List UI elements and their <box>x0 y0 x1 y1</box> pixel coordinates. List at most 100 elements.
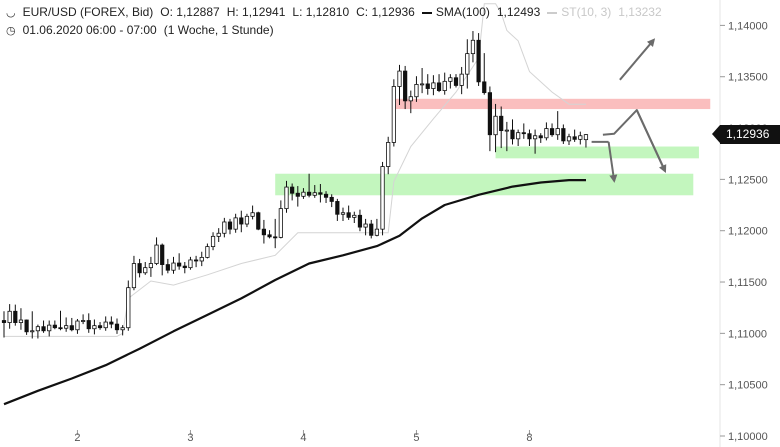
candle-body <box>131 263 137 289</box>
forecast-arrow <box>635 109 667 174</box>
current-price-tag: 1,12936 <box>712 125 780 145</box>
candle-body <box>41 326 46 332</box>
candle-body <box>459 73 464 86</box>
st-legend-swatch <box>547 11 558 14</box>
candle-body <box>346 212 351 218</box>
x-tick-label: 2 <box>74 432 80 444</box>
candle-body <box>369 223 374 236</box>
candles-layer <box>1 31 589 339</box>
candle-body <box>160 244 165 265</box>
close-value: C: 1,12936 <box>356 5 415 19</box>
candle-body <box>188 259 193 269</box>
candle-body <box>210 235 216 248</box>
candle-body <box>7 310 12 323</box>
candle-body <box>403 70 408 102</box>
candle-body <box>267 234 272 238</box>
x-tick-label: 4 <box>300 432 306 444</box>
candle-body <box>284 186 289 210</box>
candle-body <box>436 82 442 91</box>
candle-body <box>386 142 391 167</box>
candle-body <box>13 310 18 323</box>
forecast-arrow <box>607 141 618 183</box>
date-range: 01.06.2020 06:00 - 07:00 <box>22 23 157 37</box>
y-tick-label: 1,13500 <box>728 72 768 84</box>
x-tick-label: 8 <box>526 432 532 444</box>
candle-body <box>81 320 86 322</box>
candle-body <box>363 223 368 228</box>
candle-body <box>504 129 509 132</box>
candle-body <box>499 115 504 132</box>
candle-body <box>1 320 7 323</box>
st-label: ST(10, 3) <box>561 5 612 19</box>
candle-body <box>193 259 199 262</box>
candle-body <box>425 83 430 89</box>
candle-body <box>24 319 29 333</box>
y-tick-label: 1,12500 <box>728 174 768 186</box>
candle-body <box>544 128 549 139</box>
candle-body <box>380 166 385 230</box>
candle-body <box>239 217 244 225</box>
candle-body <box>126 287 131 329</box>
candle-body <box>419 83 425 86</box>
candle-body <box>171 262 176 271</box>
candle-body <box>290 186 295 194</box>
sma-layer <box>3 179 586 406</box>
timeframe: (1 Woche, 1 Stunde) <box>163 23 274 37</box>
sma-legend-swatch <box>421 11 432 14</box>
candle-body <box>261 228 267 236</box>
candle-body <box>442 80 447 91</box>
candle-body <box>64 325 69 329</box>
open-value: O: 1,12887 <box>160 5 220 19</box>
high-value: H: 1,12941 <box>226 5 286 19</box>
candle-body <box>35 326 41 332</box>
sma100-line <box>3 179 586 406</box>
low-value: L: 1,12810 <box>292 5 350 19</box>
supertrend-line <box>4 3 586 337</box>
y-tick-label: 1,10500 <box>728 380 768 392</box>
candle-body <box>583 134 589 141</box>
candle-body <box>216 232 221 237</box>
candle-body <box>470 39 476 55</box>
candle-body <box>533 135 538 140</box>
candle-body <box>52 324 57 329</box>
candle-body <box>549 128 555 136</box>
candle-body <box>182 265 187 269</box>
x-tick-label: 5 <box>413 432 419 444</box>
candle-body <box>312 192 317 196</box>
candle-body <box>205 246 210 258</box>
candle-body <box>335 201 340 215</box>
candle-body <box>374 228 380 236</box>
candle-body <box>527 133 532 140</box>
candle-body <box>448 77 453 82</box>
candle-body <box>143 267 148 274</box>
legend-row-time: ◷ 01.06.2020 06:00 - 07:00 (1 Woche, 1 Stu… <box>6 22 669 40</box>
y-tick-label: 1,11500 <box>728 277 767 289</box>
candle-body <box>572 136 577 140</box>
legend-row-ohlc: ◡ EUR/USD (FOREX, Bid) O: 1,12887 H: 1,1294… <box>6 4 669 22</box>
candlestick-icon: ◡ <box>6 7 16 19</box>
price-tag-pointer <box>712 125 720 144</box>
candle-body <box>521 132 526 135</box>
candle-body <box>476 39 481 83</box>
clock-icon: ◷ <box>6 25 16 37</box>
candle-body <box>323 193 329 198</box>
candle-body <box>114 323 120 331</box>
y-tick-label: 1,14000 <box>728 20 768 32</box>
candle-body <box>329 196 334 202</box>
candle-body <box>397 70 402 87</box>
candle-body <box>103 321 108 329</box>
candle-body <box>148 263 153 269</box>
candle-body <box>453 77 459 86</box>
support-zone <box>495 146 699 159</box>
candle-body <box>47 324 52 332</box>
candle-body <box>137 263 142 274</box>
candle-body <box>109 321 114 325</box>
candle-body <box>199 256 204 262</box>
candle-body <box>97 325 103 329</box>
x-tick-label: 3 <box>187 432 193 444</box>
candle-body <box>69 325 74 331</box>
candle-body <box>538 135 543 139</box>
candle-body <box>318 192 323 195</box>
candle-body <box>165 264 170 271</box>
